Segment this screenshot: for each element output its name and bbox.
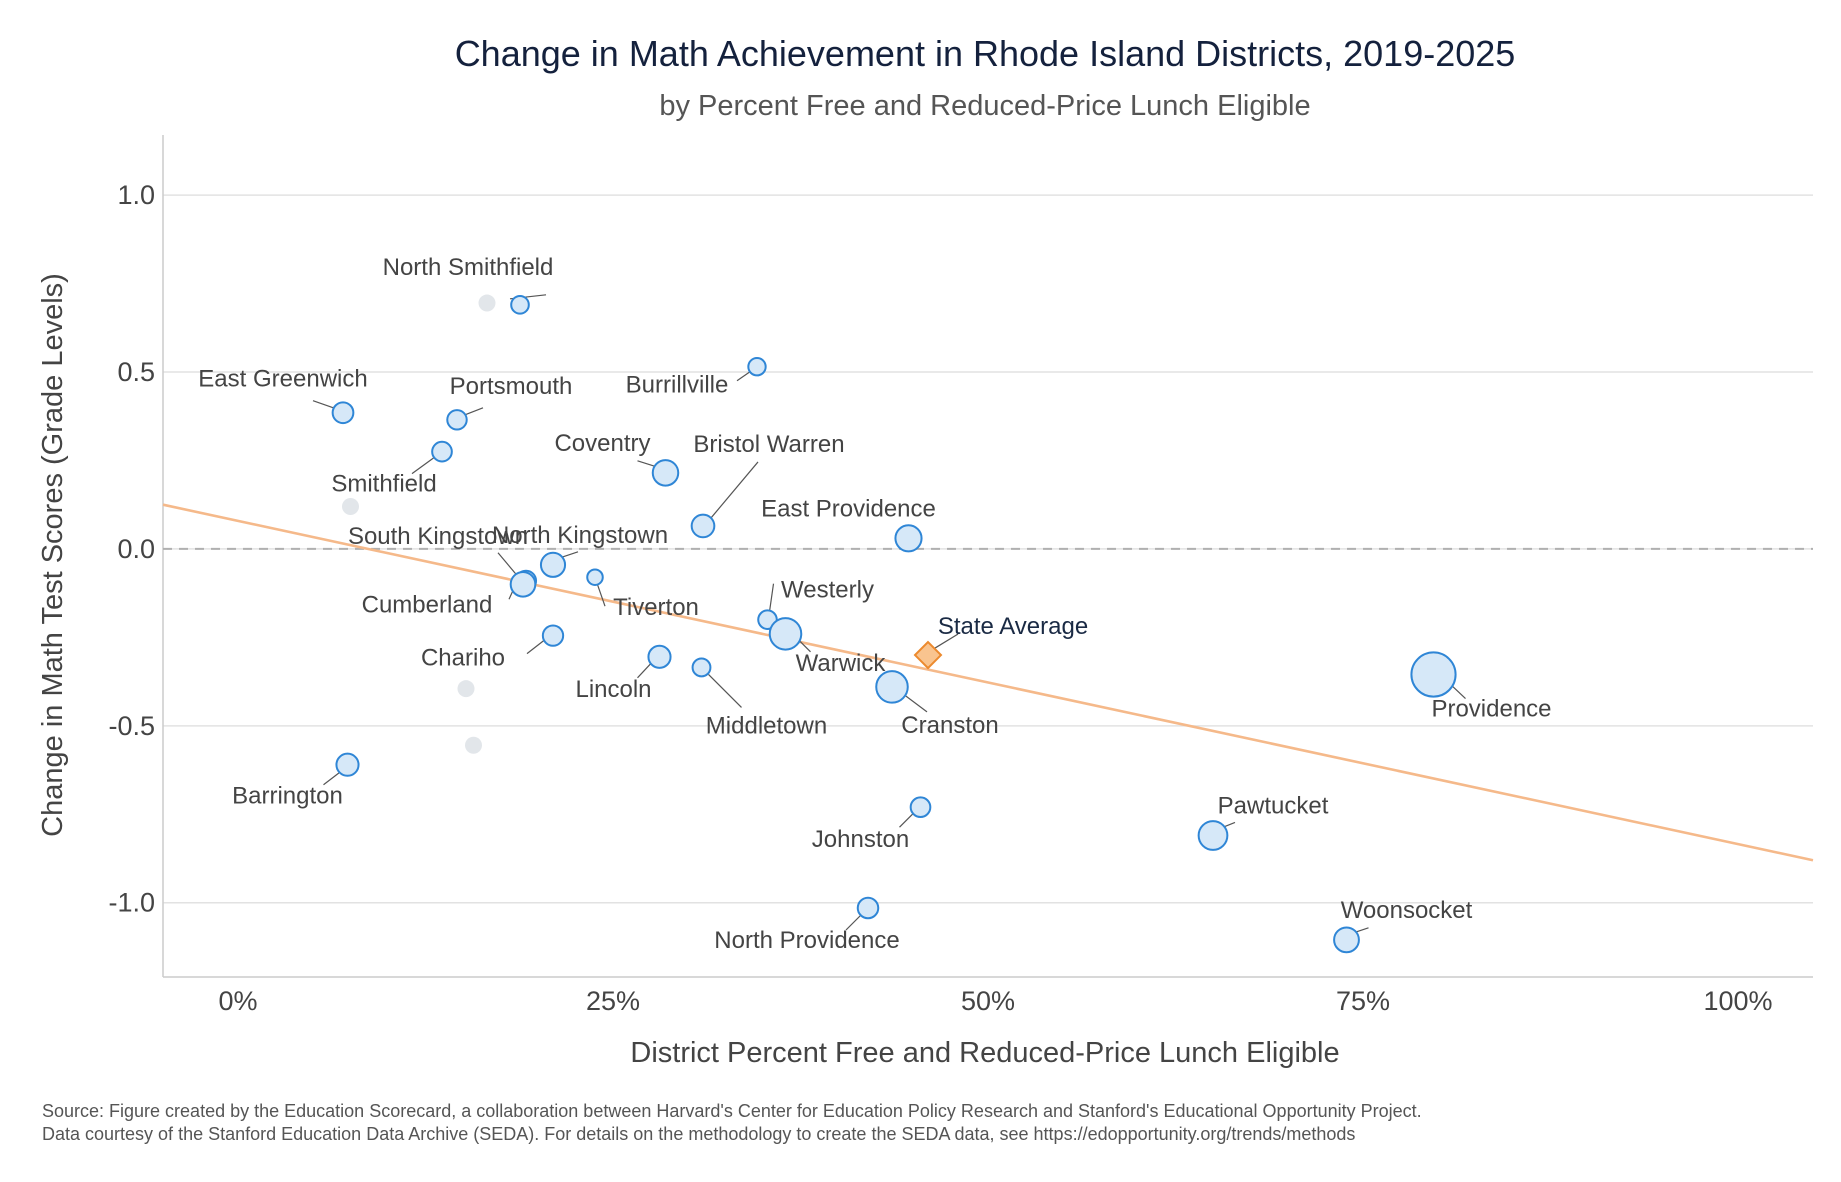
- point-middletown: [691, 657, 712, 678]
- label-providence: Providence: [1431, 696, 1551, 723]
- leader-chariho: [526, 639, 546, 655]
- label-woonsocket: Woonsocket: [1341, 897, 1473, 924]
- label-portsmouth: Portsmouth: [450, 373, 573, 400]
- label-north-kingstown: North Kingstown: [492, 522, 668, 549]
- trend-line: [162, 503, 1814, 862]
- x-axis-label: District Percent Free and Reduced-Price …: [630, 1037, 1339, 1069]
- chart-subtitle: by Percent Free and Reduced-Price Lunch …: [659, 90, 1310, 122]
- point-east-greenwich: [331, 401, 355, 425]
- point-north-providence: [856, 896, 880, 920]
- label-burrillville: Burrillville: [626, 372, 729, 399]
- point-east-providence: [894, 524, 923, 553]
- leader-westerly: [768, 583, 775, 612]
- label-leaders: [312, 294, 1466, 934]
- leader-coventry: [637, 460, 657, 468]
- x-tick-labels: 0% 25% 50% 75% 100%: [218, 986, 1772, 1016]
- leader-state-average: [934, 633, 959, 649]
- label-tiverton: Tiverton: [613, 594, 699, 621]
- point-smithfield: [431, 440, 453, 463]
- x-tick-label: 25%: [586, 986, 640, 1016]
- point-cumberland: [509, 570, 537, 598]
- point-lincoln: [647, 644, 672, 669]
- label-east-greenwich: East Greenwich: [198, 366, 367, 393]
- point-coventry: [651, 459, 680, 487]
- y-tick-labels: 1.0 0.5 0.0 -0.5 -1.0: [108, 180, 155, 918]
- unlabeled-point: [478, 294, 496, 312]
- leader-bristol-warren: [710, 461, 759, 519]
- point-bristol-warren: [690, 513, 716, 539]
- point-pawtucket: [1197, 820, 1229, 851]
- leader-lincoln: [637, 662, 652, 679]
- label-east-providence: East Providence: [761, 495, 936, 522]
- x-tick-label: 75%: [1336, 986, 1390, 1016]
- label-north-providence: North Providence: [714, 927, 899, 954]
- label-bristol-warren: Bristol Warren: [693, 431, 844, 458]
- leader-middletown: [708, 674, 742, 708]
- leader-warwick: [798, 639, 811, 653]
- chart-title: Change in Math Achievement in Rhode Isla…: [455, 33, 1516, 74]
- reference-lines: [162, 503, 1814, 862]
- label-smithfield: Smithfield: [331, 471, 436, 498]
- y-tick-label: 1.0: [117, 180, 155, 210]
- y-tick-label: 0.0: [117, 534, 155, 564]
- point-portsmouth: [446, 409, 468, 431]
- point-chariho: [541, 624, 565, 647]
- unlabeled-point: [465, 736, 482, 754]
- y-tick-label: 0.5: [117, 357, 155, 387]
- unlabeled-point: [342, 497, 359, 515]
- y-tick-label: -0.5: [108, 711, 155, 741]
- point-north-kingstown: [539, 551, 567, 578]
- point-providence: [1410, 651, 1457, 698]
- label-warwick: Warwick: [796, 650, 887, 677]
- label-north-smithfield: North Smithfield: [383, 254, 554, 281]
- point-burrillville: [747, 357, 767, 377]
- leader-johnston: [899, 812, 914, 828]
- point-johnston: [909, 796, 932, 819]
- label-cranston: Cranston: [901, 712, 998, 739]
- label-lincoln: Lincoln: [575, 676, 651, 703]
- unlabeled-point: [457, 680, 475, 698]
- state-average-marker: [913, 640, 943, 670]
- leader-east-greenwich: [312, 400, 334, 409]
- label-cumberland: Cumberland: [362, 591, 493, 618]
- point-barrington: [335, 752, 360, 777]
- point-woonsocket: [1333, 926, 1360, 954]
- y-axis-label: Change in Math Test Scores (Grade Levels…: [37, 273, 69, 837]
- source-note-line-2: Data courtesy of the Stanford Education …: [42, 1124, 1355, 1144]
- label-johnston: Johnston: [812, 826, 909, 853]
- label-middletown: Middletown: [706, 712, 827, 739]
- leader-burrillville: [736, 371, 751, 382]
- y-tick-label: -1.0: [108, 888, 155, 918]
- leader-smithfield: [411, 457, 435, 475]
- leader-barrington: [323, 771, 341, 786]
- label-pawtucket: Pawtucket: [1218, 792, 1329, 819]
- label-barrington: Barrington: [232, 783, 343, 810]
- leader-north-providence: [845, 914, 862, 931]
- point-cranston: [875, 670, 909, 704]
- label-coventry: Coventry: [554, 430, 650, 457]
- point-tiverton: [586, 568, 604, 586]
- leader-tiverton: [596, 583, 606, 607]
- leader-cranston: [902, 693, 928, 713]
- source-note-line-1: Source: Figure created by the Education …: [42, 1101, 1422, 1121]
- data-points: [331, 294, 1457, 954]
- label-chariho: Chariho: [421, 645, 505, 672]
- point-warwick: [768, 617, 803, 651]
- district-labels: North Smithfield Burrillville East Greenwi…: [198, 254, 1551, 954]
- label-state-average: State Average: [938, 613, 1088, 640]
- x-tick-label: 100%: [1703, 986, 1772, 1016]
- x-tick-label: 50%: [961, 986, 1015, 1016]
- leader-portsmouth: [464, 407, 484, 416]
- label-south-kingstown: South Kingstown: [348, 523, 528, 550]
- label-westerly: Westerly: [781, 577, 874, 604]
- point-north-smithfield: [510, 295, 530, 315]
- x-tick-label: 0%: [218, 986, 257, 1016]
